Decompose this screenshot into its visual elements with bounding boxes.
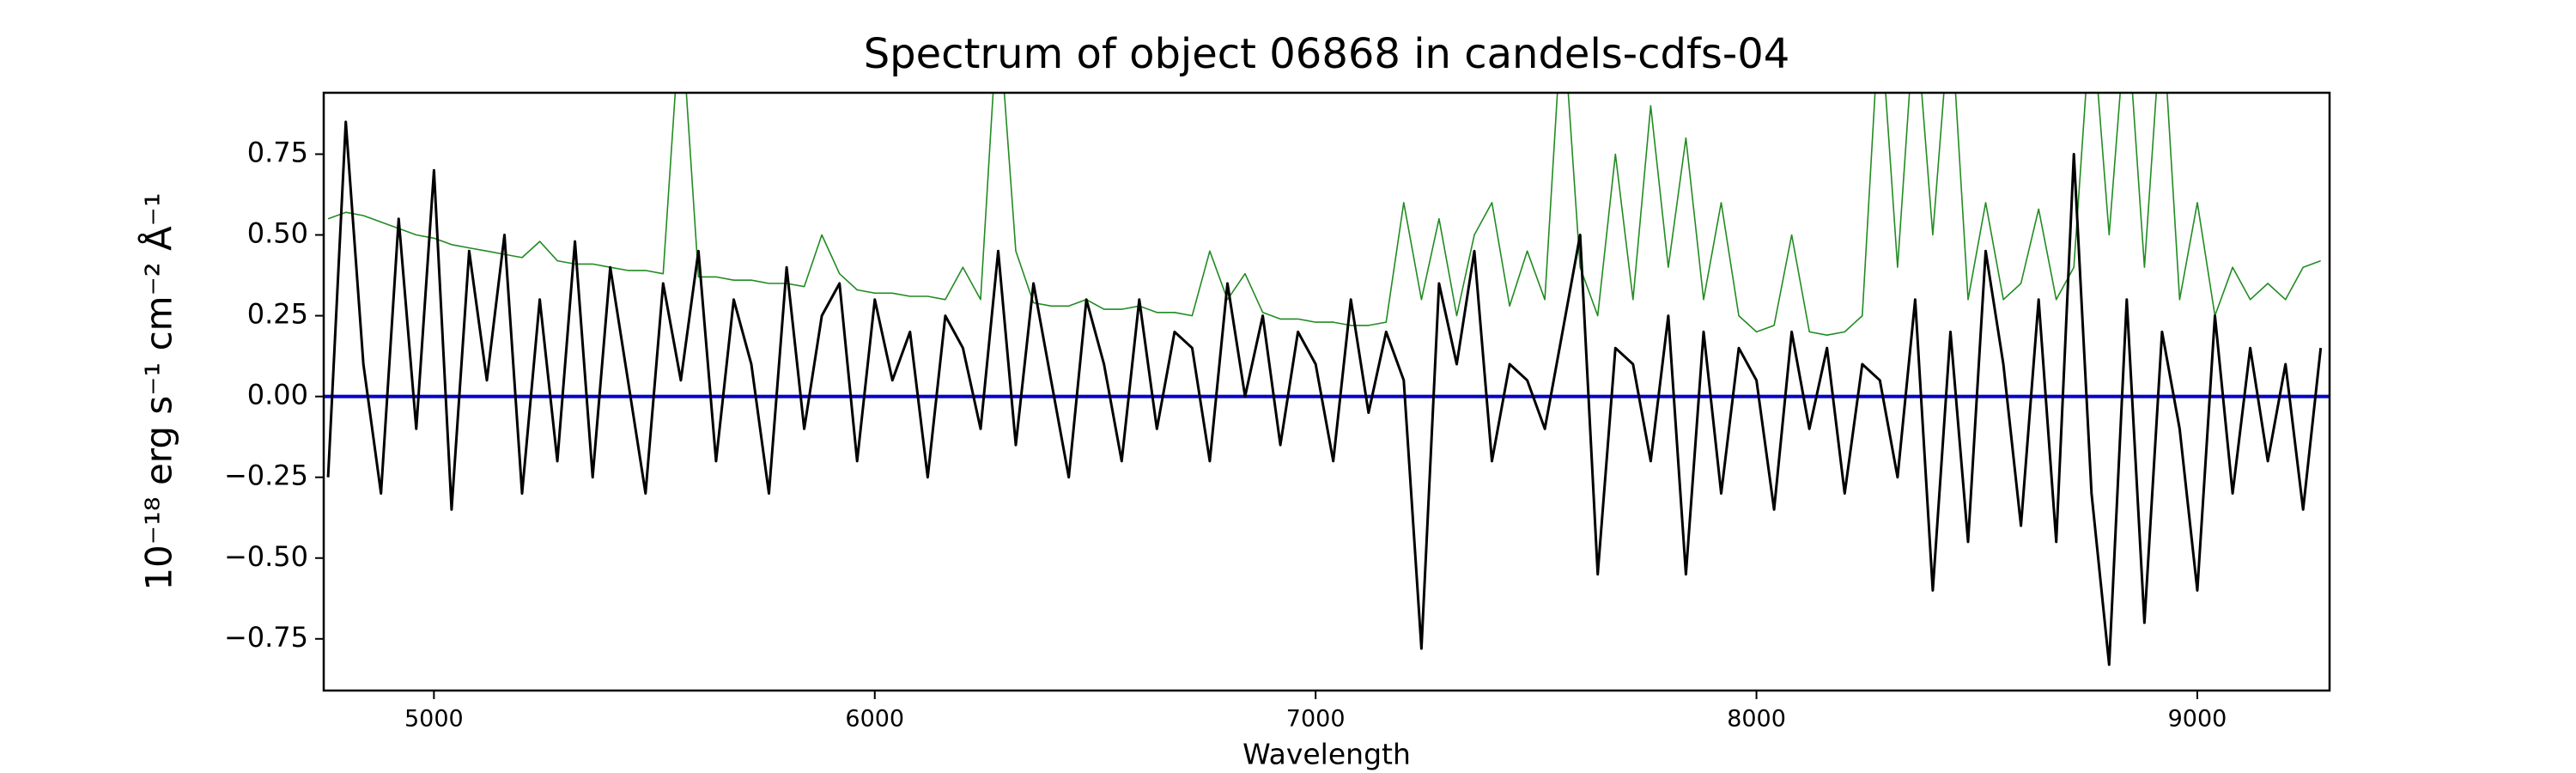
y-tick-label: −0.75 — [224, 621, 308, 654]
series-line — [327, 93, 2321, 336]
x-tick-label: 7000 — [1286, 706, 1346, 733]
y-tick-label: 0.50 — [247, 217, 308, 250]
x-axis-label: Wavelength — [1242, 738, 1411, 771]
x-tick-label: 5000 — [404, 706, 464, 733]
y-tick-label: −0.50 — [224, 540, 308, 573]
x-tick-label: 8000 — [1727, 706, 1786, 733]
y-tick-label: 0.00 — [247, 379, 308, 411]
y-tick-label: 0.25 — [247, 298, 308, 331]
y-axis-label: 10⁻¹⁸ erg s⁻¹ cm⁻² Å⁻¹ — [137, 192, 180, 590]
chart-title: Spectrum of object 06868 in candels-cdfs… — [864, 30, 1790, 78]
x-tick-label: 9000 — [2168, 706, 2227, 733]
series-line — [326, 120, 2323, 666]
y-tick-label: −0.25 — [224, 460, 308, 492]
y-tick-label: 0.75 — [247, 136, 308, 168]
plot-frame — [322, 91, 2331, 692]
plot-area — [324, 93, 2330, 666]
x-tick-label: 6000 — [845, 706, 904, 733]
